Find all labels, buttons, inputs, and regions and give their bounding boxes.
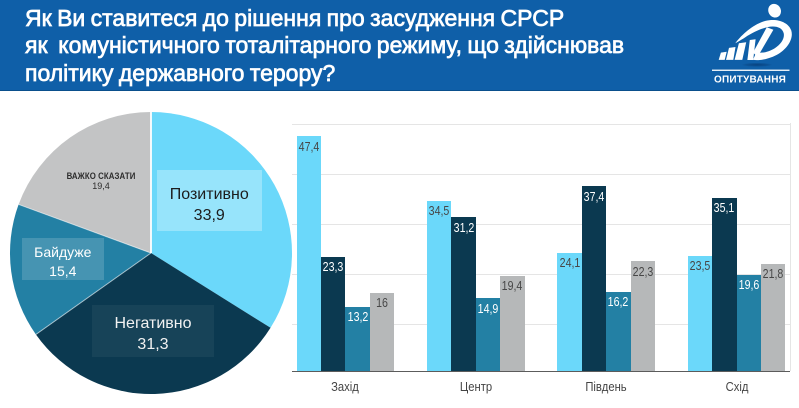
svg-text:ОПИТУВАННЯ: ОПИТУВАННЯ (714, 74, 786, 85)
